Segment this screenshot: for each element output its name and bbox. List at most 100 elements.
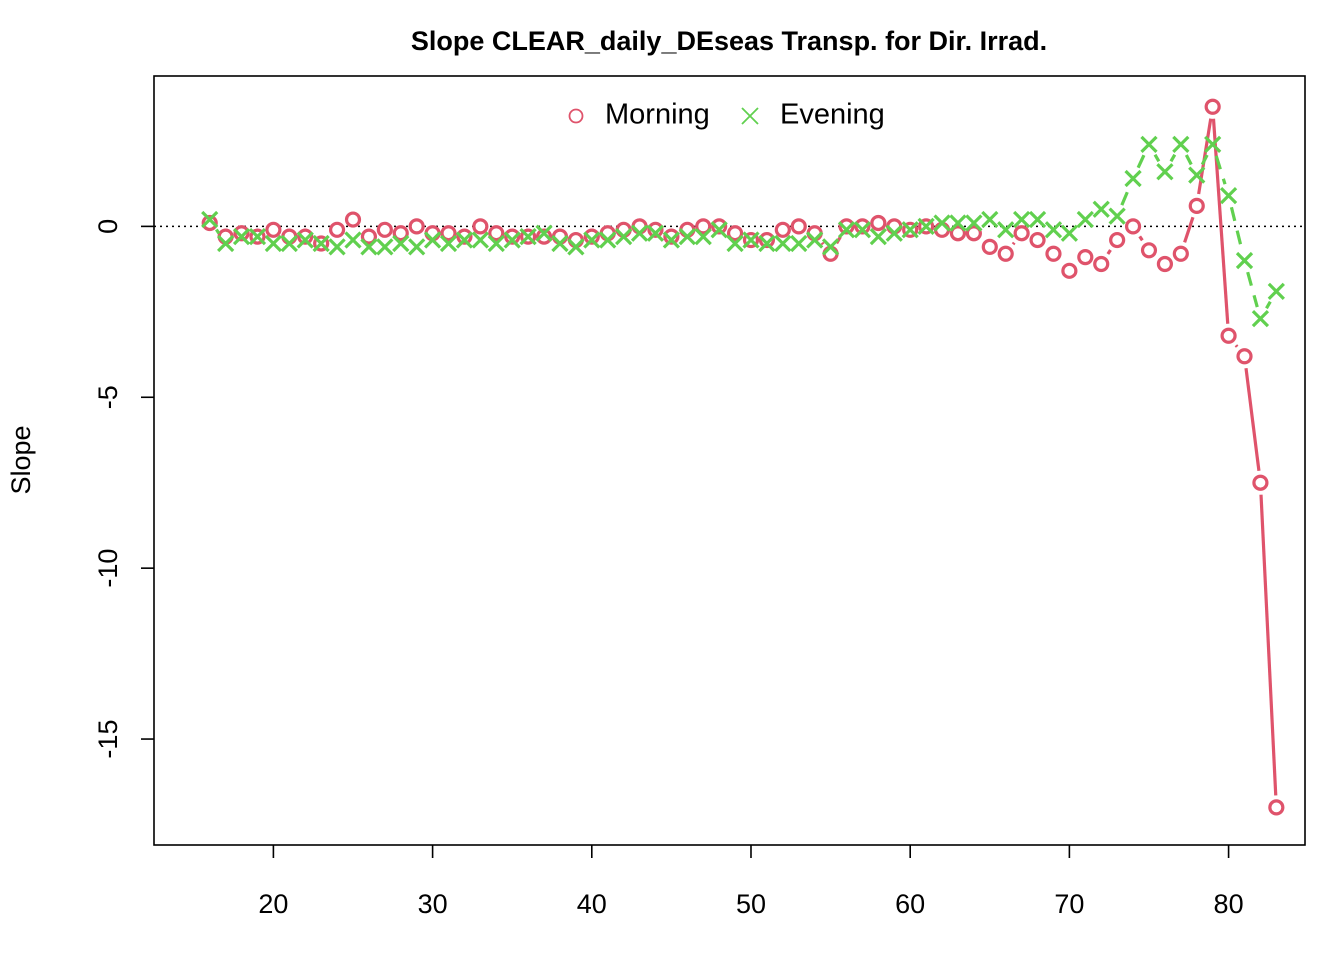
series-morning <box>201 98 1285 816</box>
evening-point <box>1251 310 1270 328</box>
evening-point <box>376 238 394 256</box>
morning-point <box>392 225 409 242</box>
morning-point <box>997 245 1014 262</box>
evening-point <box>280 234 298 253</box>
morning-point <box>1109 231 1126 249</box>
morning-point <box>790 218 807 235</box>
evening-point <box>535 224 553 242</box>
evening-point <box>710 221 728 239</box>
legend-label-evening: Evening <box>780 99 885 131</box>
evening-point <box>774 234 792 253</box>
evening-point <box>615 228 633 246</box>
evening-point <box>917 217 935 236</box>
x-tick-label: 60 <box>895 889 925 919</box>
series-line-segment <box>1234 344 1239 348</box>
morning-point <box>504 228 521 245</box>
evening-point <box>217 234 235 253</box>
morning-point <box>217 228 234 245</box>
evening-point <box>1267 282 1285 300</box>
morning-point <box>870 214 887 232</box>
morning-point <box>360 228 378 245</box>
morning-point <box>456 228 473 245</box>
series-line-segment <box>1153 153 1161 163</box>
series-line-segment <box>820 241 825 246</box>
evening-point <box>408 238 426 256</box>
series-line-segment <box>1259 494 1278 796</box>
x-tick-label: 50 <box>736 889 766 919</box>
morning-point <box>711 218 728 235</box>
morning-point <box>647 221 664 238</box>
morning-point <box>1156 255 1174 273</box>
evening-point <box>885 224 903 242</box>
x-tick-label: 20 <box>258 889 288 919</box>
morning-point <box>1172 245 1189 262</box>
evening-point <box>551 234 569 253</box>
evening-point <box>949 214 967 232</box>
evening-point <box>678 228 696 246</box>
evening-point <box>758 234 776 253</box>
series-line-segment <box>1011 241 1016 246</box>
evening-point <box>1092 200 1110 218</box>
morning-point <box>806 225 823 242</box>
evening-point <box>312 234 330 253</box>
evening-point <box>248 228 267 246</box>
evening-point <box>1219 186 1238 205</box>
series-line-segment <box>1200 154 1209 166</box>
morning-point <box>376 221 393 238</box>
evening-point <box>1188 166 1206 184</box>
plot-frame <box>153 75 1306 846</box>
evening-point <box>232 228 251 246</box>
evening-point <box>981 210 999 229</box>
evening-point <box>1172 135 1190 153</box>
morning-point <box>981 238 998 255</box>
evening-point <box>1108 207 1126 225</box>
evening-point <box>392 234 410 253</box>
evening-point <box>201 210 219 229</box>
legend-label-morning: Morning <box>605 99 710 131</box>
series-line-segment <box>1244 367 1261 472</box>
morning-point <box>328 221 346 238</box>
morning-point <box>297 228 314 245</box>
evening-point <box>1076 210 1094 229</box>
morning-point <box>1045 245 1062 262</box>
evening-point <box>933 214 951 232</box>
morning-point <box>281 228 298 245</box>
morning-point <box>408 218 425 235</box>
morning-point <box>631 218 648 235</box>
morning-point <box>1093 255 1110 273</box>
morning-point <box>822 245 839 262</box>
evening-point <box>853 221 872 239</box>
evening-point <box>1204 135 1222 153</box>
morning-point <box>663 228 680 245</box>
evening-point <box>646 224 665 242</box>
series-line-segment <box>1211 118 1230 324</box>
y-tick-label: -10 <box>93 549 123 588</box>
morning-point <box>886 218 903 235</box>
morning-point <box>535 228 553 245</box>
morning-point <box>1061 262 1078 279</box>
x-tick-label: 80 <box>1214 889 1244 919</box>
evening-point <box>296 231 314 249</box>
x-tick-label: 30 <box>418 889 448 919</box>
x-tick-label: 40 <box>577 889 607 919</box>
morning-point <box>774 221 791 238</box>
morning-point <box>933 221 951 238</box>
morning-point <box>344 211 362 228</box>
evening-point <box>328 238 346 256</box>
morning-point <box>695 218 712 235</box>
evening-point <box>997 221 1015 239</box>
series-line-segment <box>1169 153 1177 163</box>
y-tick-label: -15 <box>93 720 123 759</box>
morning-point <box>726 225 744 242</box>
evening-point <box>471 231 489 249</box>
evening-point <box>1124 169 1142 188</box>
morning-point <box>265 221 282 238</box>
morning-point <box>1140 242 1158 259</box>
evening-point <box>360 238 378 256</box>
evening-point <box>1044 221 1063 239</box>
morning-point <box>1077 249 1094 266</box>
evening-point <box>726 234 744 253</box>
morning-point <box>854 218 871 235</box>
morning-point <box>615 221 632 238</box>
